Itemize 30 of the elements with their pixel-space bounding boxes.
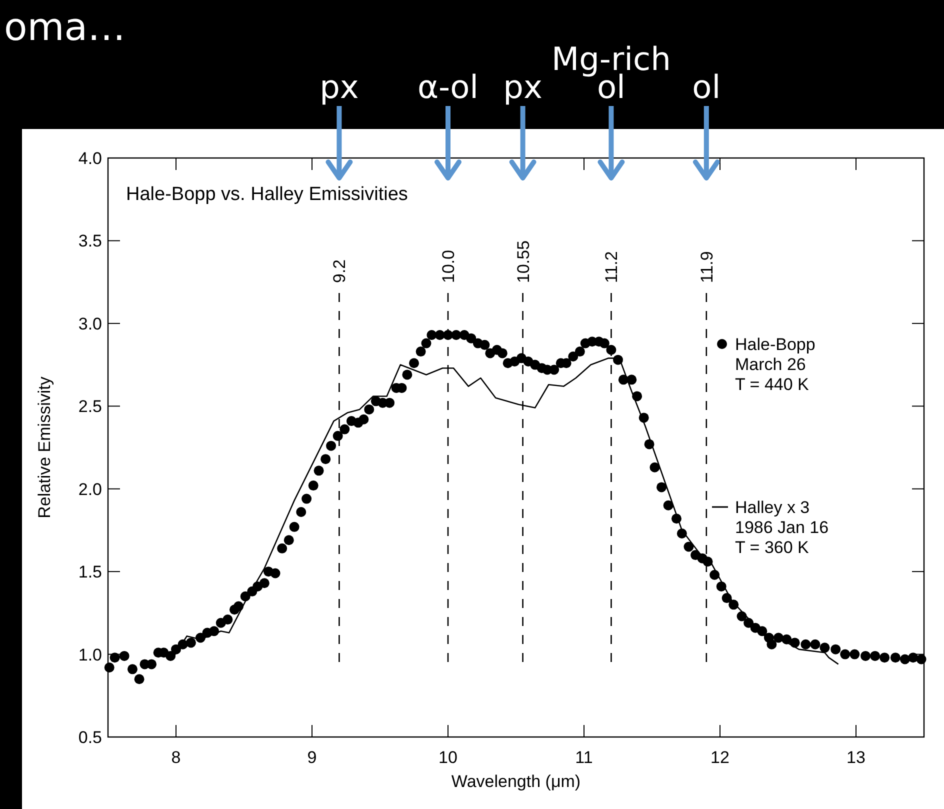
ref-line-label: 10.0: [439, 250, 458, 283]
x-tick-label: 13: [846, 748, 866, 767]
annotation: px: [503, 68, 542, 106]
annotation: ol: [692, 68, 721, 106]
y-tick-label: 1.5: [78, 562, 102, 582]
y-tick-label: 2.0: [78, 480, 102, 499]
x-tick-label: 8: [171, 748, 181, 767]
annotation: α-ol: [417, 68, 479, 106]
text: oma…: [4, 5, 126, 49]
annotation: px: [320, 68, 359, 106]
legend-label: Hale-Bopp March 26 T = 440 K: [735, 335, 816, 394]
ref-line-label: 11.9: [697, 251, 716, 283]
y-tick-label: 4.0: [78, 149, 102, 168]
x-tick-label: 10: [438, 748, 458, 767]
y-tick-label: 0.5: [78, 728, 102, 747]
ref-line-label: 10.55: [514, 240, 533, 283]
x-tick-label: 9: [307, 748, 317, 767]
ref-line-label: 9.2: [330, 259, 350, 283]
annotation: Mg-rich ol: [552, 40, 671, 106]
x-tick-label: 11: [575, 748, 593, 767]
y-tick-label: 1.0: [78, 645, 102, 664]
x-axis-title: Wavelength (μm): [451, 772, 581, 791]
y-axis-title: Relative Emissivity: [35, 376, 54, 518]
x-tick-label: 12: [710, 748, 730, 767]
text: Hale-Bopp vs. Halley Emissivities: [126, 184, 408, 205]
y-tick-label: 2.5: [78, 397, 102, 416]
legend-label: Halley x 3 1986 Jan 16 T = 360 K: [735, 498, 829, 557]
y-tick-label: 3.5: [78, 232, 102, 251]
y-tick-label: 3.0: [78, 314, 102, 334]
ref-line-label: 11.2: [602, 251, 622, 283]
